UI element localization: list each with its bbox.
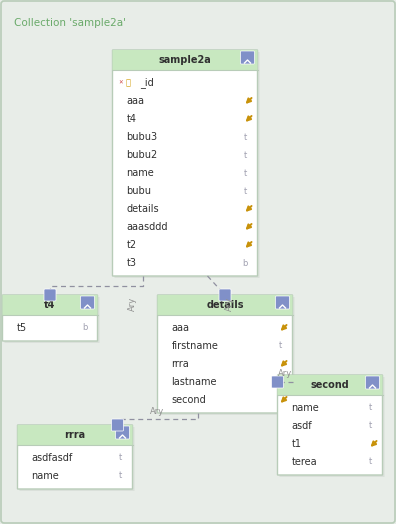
FancyBboxPatch shape [17,425,133,489]
Text: t1: t1 [291,439,301,449]
Text: sample2a: sample2a [159,55,211,65]
FancyBboxPatch shape [276,296,289,309]
Text: details: details [206,300,244,310]
FancyBboxPatch shape [112,419,124,431]
FancyBboxPatch shape [158,295,293,413]
Text: terea: terea [291,457,317,467]
Text: asdf: asdf [291,421,312,431]
Text: t: t [244,133,248,141]
Text: name: name [126,168,154,178]
Text: t: t [244,187,248,195]
Text: asdfasdf: asdfasdf [32,453,73,463]
FancyBboxPatch shape [4,297,99,343]
Text: t4: t4 [44,300,56,310]
Text: aaa: aaa [126,96,145,106]
Text: t3: t3 [126,258,137,268]
Text: t2: t2 [126,240,137,250]
FancyBboxPatch shape [44,289,56,301]
FancyBboxPatch shape [278,375,383,475]
Text: second: second [310,380,349,390]
FancyBboxPatch shape [366,376,379,389]
Text: name: name [32,471,59,481]
FancyBboxPatch shape [240,51,255,64]
Text: t: t [119,453,122,463]
Text: t: t [279,377,282,387]
Text: ✕: ✕ [118,81,123,85]
Text: t: t [369,403,373,412]
Text: details: details [126,204,159,214]
Text: Ary: Ary [278,368,292,377]
FancyBboxPatch shape [112,50,257,276]
Text: aaasddd: aaasddd [126,222,168,232]
FancyBboxPatch shape [114,52,259,278]
Text: t: t [279,342,282,351]
Text: lastname: lastname [171,377,217,387]
FancyBboxPatch shape [219,289,231,301]
FancyBboxPatch shape [158,295,293,315]
FancyBboxPatch shape [2,295,97,315]
FancyBboxPatch shape [2,295,97,341]
FancyBboxPatch shape [116,426,129,439]
Text: Collection 'sample2a': Collection 'sample2a' [14,18,126,28]
Text: t: t [244,150,248,159]
FancyBboxPatch shape [278,375,383,395]
Text: bubu: bubu [126,186,152,196]
FancyBboxPatch shape [160,297,295,415]
Text: bubu3: bubu3 [126,132,158,142]
Text: b: b [82,323,88,333]
Text: 🔑: 🔑 [126,79,131,88]
Text: t5: t5 [17,323,27,333]
FancyBboxPatch shape [280,377,385,477]
Text: aaa: aaa [171,323,190,333]
Text: t: t [369,421,373,431]
Text: t4: t4 [126,114,137,124]
FancyBboxPatch shape [19,427,135,491]
FancyBboxPatch shape [112,50,257,70]
Text: t: t [369,457,373,466]
FancyBboxPatch shape [272,376,284,388]
Text: Ary: Ary [150,407,165,416]
Text: rrra: rrra [171,359,189,369]
Text: second: second [171,395,206,405]
Text: rrra: rrra [65,430,86,440]
Text: Ary: Ary [128,297,137,311]
FancyBboxPatch shape [80,296,95,309]
Text: name: name [291,403,319,413]
Text: bubu2: bubu2 [126,150,158,160]
Text: firstname: firstname [171,341,218,351]
Text: b: b [242,258,248,267]
Text: t: t [244,169,248,178]
FancyBboxPatch shape [17,425,133,445]
Text: t: t [119,472,122,481]
Text: _id: _id [141,78,154,89]
Text: Ary: Ary [225,297,234,311]
